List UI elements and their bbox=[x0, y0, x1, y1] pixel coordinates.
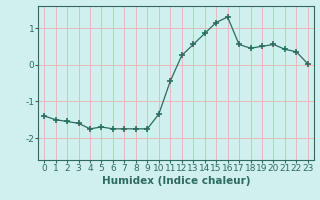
X-axis label: Humidex (Indice chaleur): Humidex (Indice chaleur) bbox=[102, 176, 250, 186]
